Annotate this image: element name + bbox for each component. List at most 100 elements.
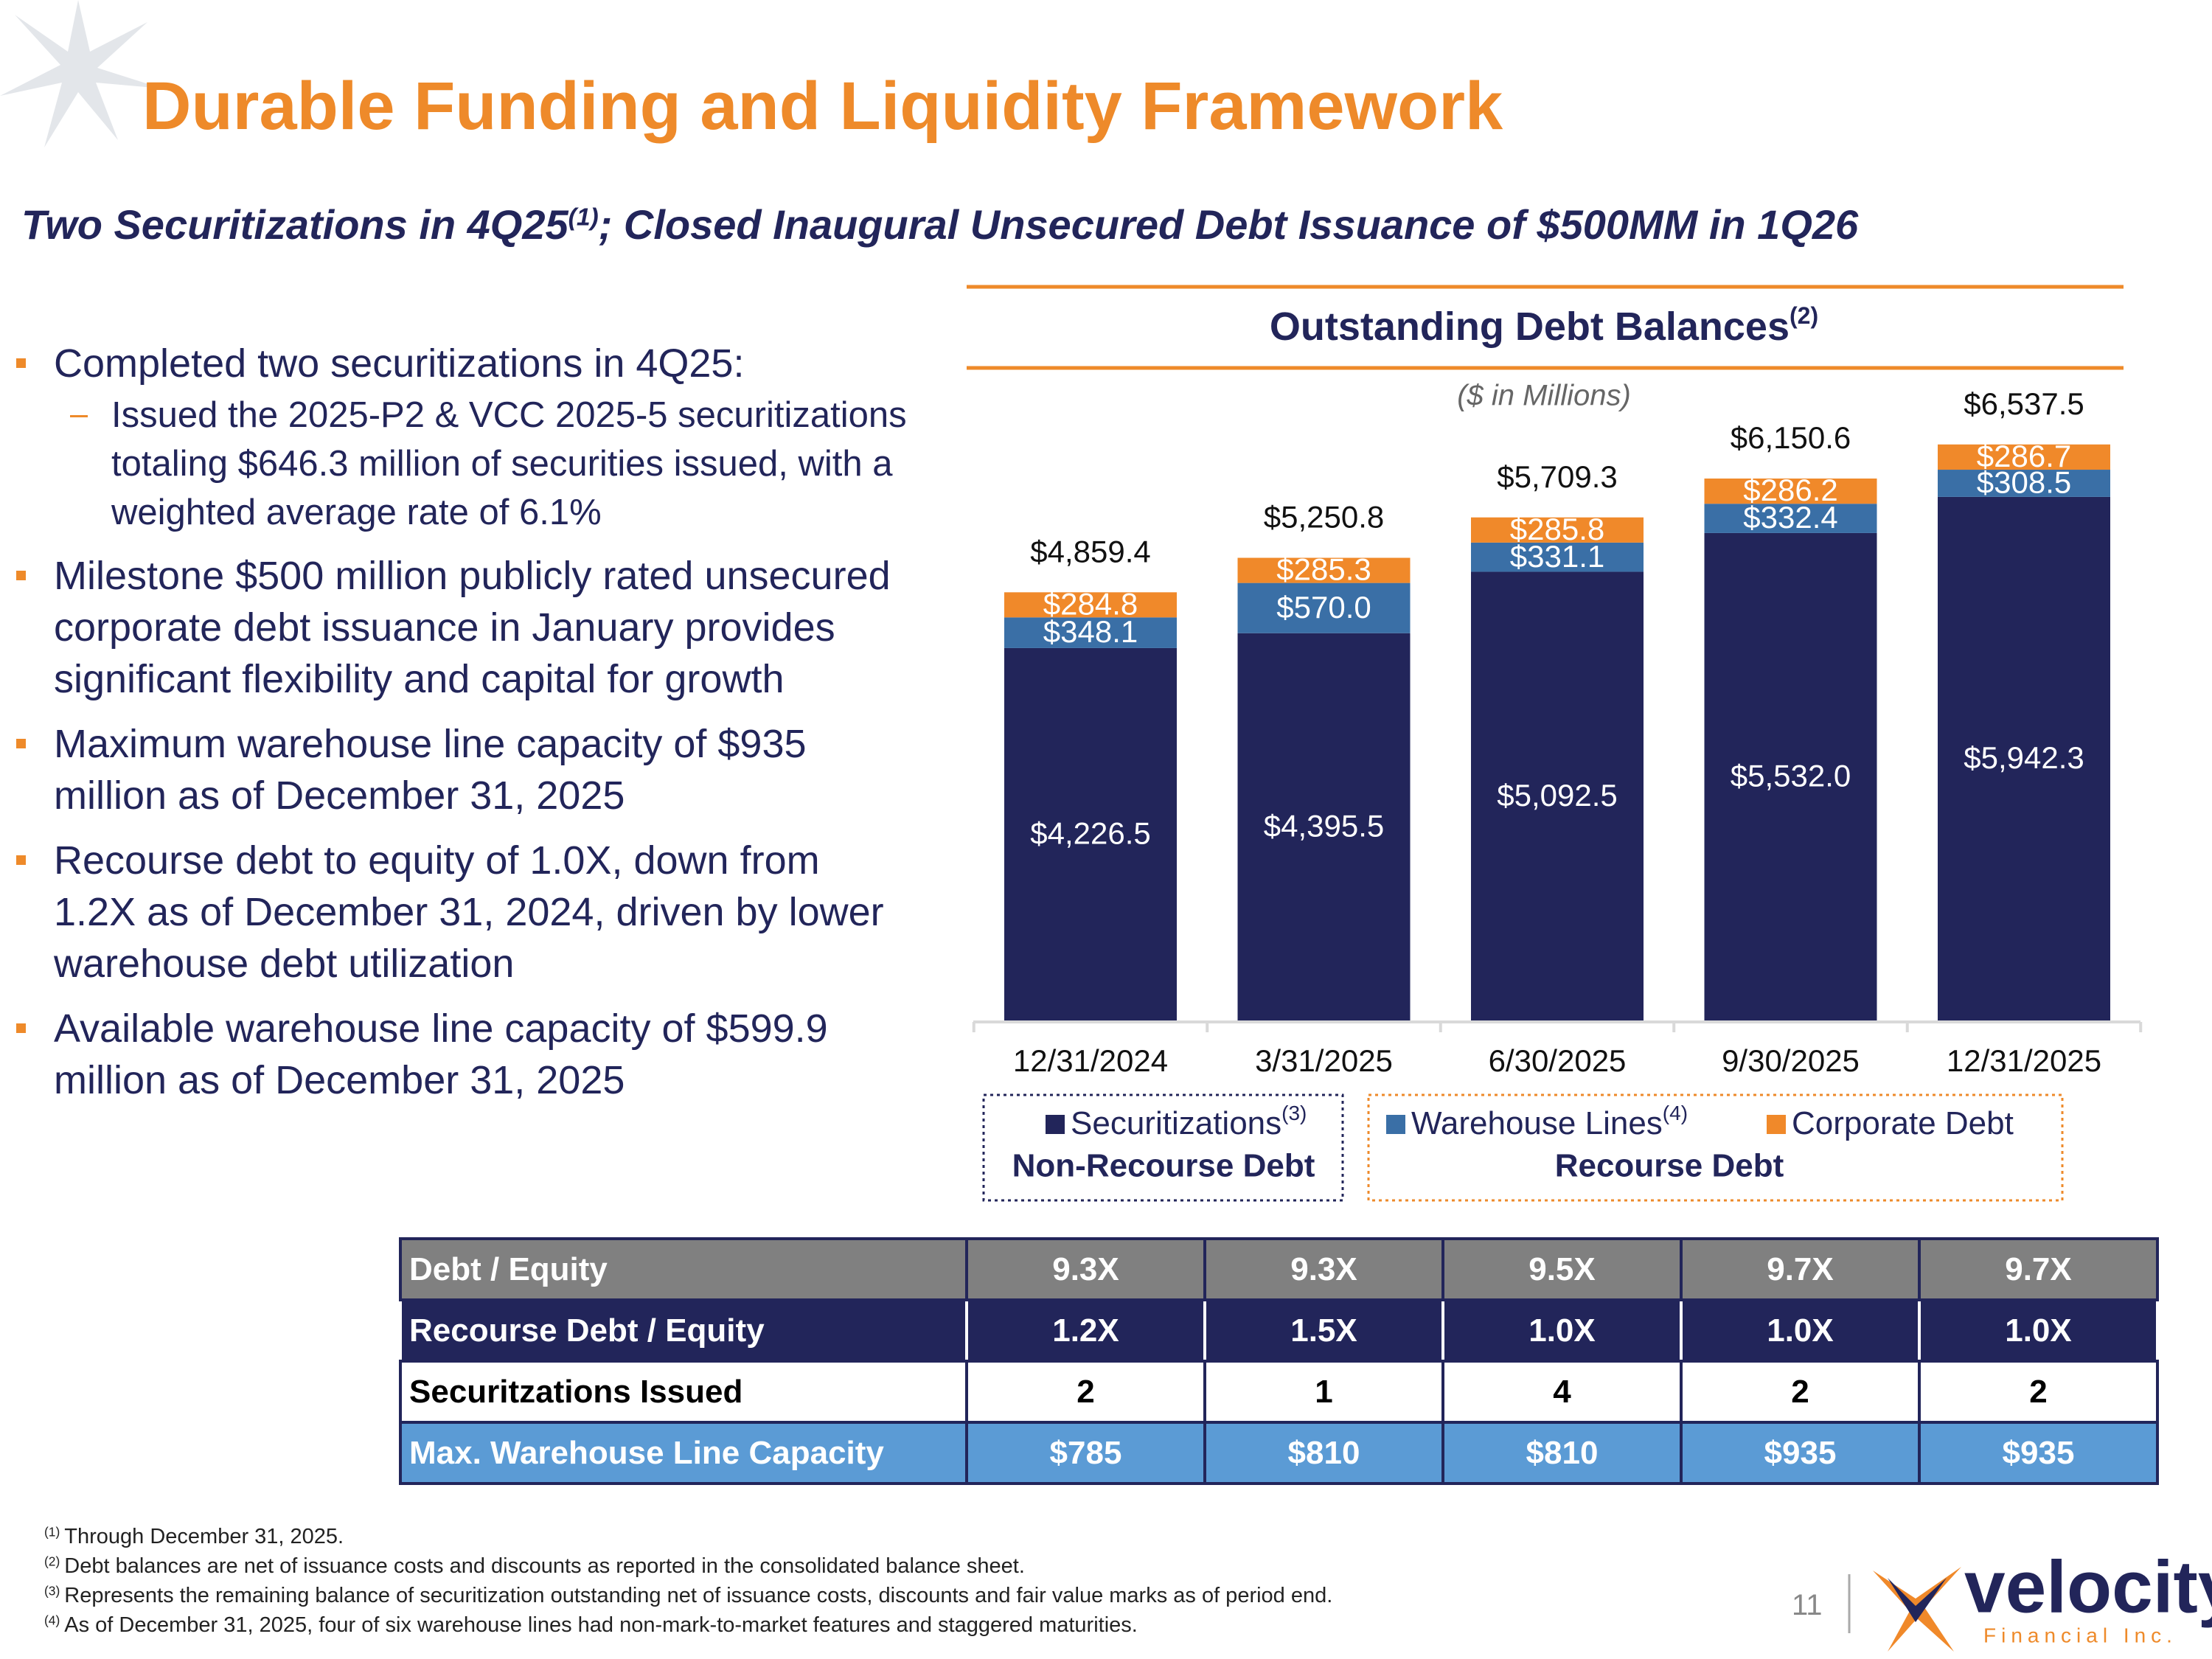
- bullet: Recourse debt to equity of 1.0X, down fr…: [16, 835, 908, 990]
- footnote-text: Through December 31, 2025.: [64, 1525, 344, 1548]
- value-label: $4,395.5: [1264, 808, 1385, 843]
- ratio-table: Debt / Equity 9.3X 9.3X 9.5X 9.7X 9.7X Recours…: [399, 1237, 2159, 1485]
- legend-swatch: [1767, 1115, 1786, 1134]
- table-cell: 1: [1203, 1360, 1444, 1424]
- value-label: $284.8: [1043, 586, 1138, 621]
- footnote-mark: (2): [44, 1554, 60, 1569]
- value-label: $570.0: [1276, 590, 1371, 625]
- table-cell: 1.0X: [1918, 1298, 2159, 1363]
- table-cell: 1.0X: [1441, 1298, 1683, 1363]
- table-cell: 1.2X: [965, 1298, 1206, 1363]
- legend-label: Warehouse Lines(4): [1411, 1102, 1688, 1141]
- decor-star: [0, 0, 162, 147]
- x-tick-label: 12/31/2025: [1947, 1043, 2101, 1078]
- page-number: 11: [1792, 1589, 1823, 1621]
- bar-segment: [1471, 571, 1644, 1020]
- bar-segment: [1237, 582, 1411, 633]
- bullet-text: Recourse debt to equity of 1.0X, down fr…: [54, 838, 884, 986]
- value-label: $286.2: [1743, 473, 1837, 507]
- legend-group-label: Recourse Debt: [1555, 1148, 1784, 1184]
- footnote: (3) Represents the remaining balance of s…: [44, 1581, 1332, 1610]
- legend-label-text: Corporate Debt: [1792, 1105, 2014, 1141]
- footnote-text: Represents the remaining balance of secu…: [64, 1584, 1333, 1607]
- table-cell: $785: [965, 1421, 1206, 1485]
- bullet: Completed two securitizations in 4Q25: Is…: [16, 338, 908, 537]
- bullet-text: Milestone $500 million publicly rated un…: [54, 554, 891, 701]
- x-tick-label: 3/31/2025: [1255, 1043, 1393, 1078]
- bar-segment: [1704, 532, 1877, 1020]
- value-label: $285.8: [1510, 512, 1604, 546]
- subtitle-text: ; Closed Inaugural Unsecured Debt Issuan…: [598, 201, 1859, 248]
- bar-segment: [1004, 647, 1177, 1020]
- chart-title-text: Outstanding Debt Balances: [1270, 305, 1790, 349]
- value-label: $332.4: [1743, 500, 1837, 535]
- footnote: (1) Through December 31, 2025.: [44, 1522, 1332, 1551]
- footnote-text: As of December 31, 2025, four of six war…: [64, 1613, 1138, 1637]
- chart-title-note: (2): [1790, 302, 1818, 329]
- bar-segment: [1938, 496, 2110, 1020]
- legend-label: Corporate Debt: [1792, 1105, 2014, 1141]
- table-cell: 1.5X: [1203, 1298, 1444, 1363]
- bullet-text: Completed two securitizations in 4Q25:: [54, 341, 745, 386]
- legend-swatch: [1046, 1115, 1065, 1134]
- footnote-text: Debt balances are net of issuance costs …: [64, 1554, 1025, 1578]
- footnote-mark: (4): [44, 1613, 60, 1628]
- table-cell: 9.5X: [1441, 1237, 1683, 1301]
- bullet: Available warehouse line capacity of $59…: [16, 1003, 908, 1106]
- table-row: Securitzations Issued 2 1 4 2 2: [399, 1360, 2159, 1424]
- table-row: Max. Warehouse Line Capacity $785 $810 $810…: [399, 1421, 2159, 1485]
- table-cell: 9.3X: [1203, 1237, 1444, 1301]
- table-cell: Securitzations Issued: [399, 1360, 968, 1424]
- table-cell: Max. Warehouse Line Capacity: [399, 1421, 968, 1485]
- bar-segment: [1938, 444, 2110, 470]
- legend-label-note: (4): [1663, 1102, 1688, 1124]
- bar-segment: [1237, 557, 1411, 583]
- total-label: $4,859.4: [1030, 534, 1151, 568]
- table-row: Recourse Debt / Equity 1.2X 1.5X 1.0X 1.0X 1.…: [399, 1298, 2159, 1363]
- footnote-mark: (3): [44, 1583, 60, 1599]
- total-label: $5,250.8: [1264, 500, 1385, 535]
- legend-group-label: Non-Recourse Debt: [1012, 1148, 1315, 1184]
- bar-segment: [1004, 617, 1177, 648]
- legend-label-text: Securitizations: [1071, 1105, 1281, 1141]
- table-cell: $810: [1203, 1421, 1444, 1485]
- footnote: (2) Debt balances are net of issuance cos…: [44, 1551, 1332, 1581]
- subtitle-note: (1): [568, 204, 599, 232]
- bar-segment: [1237, 633, 1411, 1020]
- table-cell: 1.0X: [1680, 1298, 1921, 1363]
- bullet: Milestone $500 million publicly rated un…: [16, 550, 908, 705]
- footnote-mark: (1): [44, 1524, 60, 1540]
- legend-label-note: (3): [1281, 1102, 1307, 1124]
- bullet-list: Completed two securitizations in 4Q25: Is…: [16, 338, 908, 1119]
- value-label: $5,092.5: [1497, 778, 1618, 813]
- legend-group-box: [1367, 1093, 2064, 1202]
- value-label: $286.7: [1977, 439, 2071, 473]
- table-cell: Recourse Debt / Equity: [399, 1298, 968, 1363]
- value-label: $331.1: [1510, 539, 1604, 574]
- bullet-text: Maximum warehouse line capacity of $935 …: [54, 722, 807, 818]
- x-tick-label: 9/30/2025: [1722, 1043, 1860, 1078]
- logo-name: velocity: [1964, 1545, 2212, 1628]
- bar-segment: [1704, 504, 1877, 533]
- bar-segment: [1004, 592, 1177, 618]
- value-label: $308.5: [1977, 465, 2071, 500]
- value-label: $5,942.3: [1964, 740, 2084, 775]
- total-label: $5,709.3: [1497, 459, 1618, 494]
- slide-title: Durable Funding and Liquidity Framework: [142, 69, 1503, 144]
- bar-segment: [1471, 542, 1644, 572]
- footnote: (4) As of December 31, 2025, four of six …: [44, 1610, 1332, 1640]
- value-label: $4,226.5: [1030, 816, 1151, 851]
- x-tick-label: 6/30/2025: [1489, 1043, 1627, 1078]
- table-cell: 9.7X: [1680, 1237, 1921, 1301]
- total-label: $6,537.5: [1964, 386, 2084, 421]
- legend-swatch: [1386, 1115, 1405, 1134]
- bar-segment: [1704, 479, 1877, 504]
- total-label: $6,150.6: [1731, 420, 1851, 455]
- table-cell: 9.3X: [965, 1237, 1206, 1301]
- bullet: Maximum warehouse line capacity of $935 …: [16, 718, 908, 821]
- chart-title: Outstanding Debt Balances(2): [1270, 302, 1818, 349]
- legend-label: Securitizations(3): [1071, 1102, 1307, 1141]
- slide-subtitle: Two Securitizations in 4Q25(1); Closed I…: [21, 201, 1858, 248]
